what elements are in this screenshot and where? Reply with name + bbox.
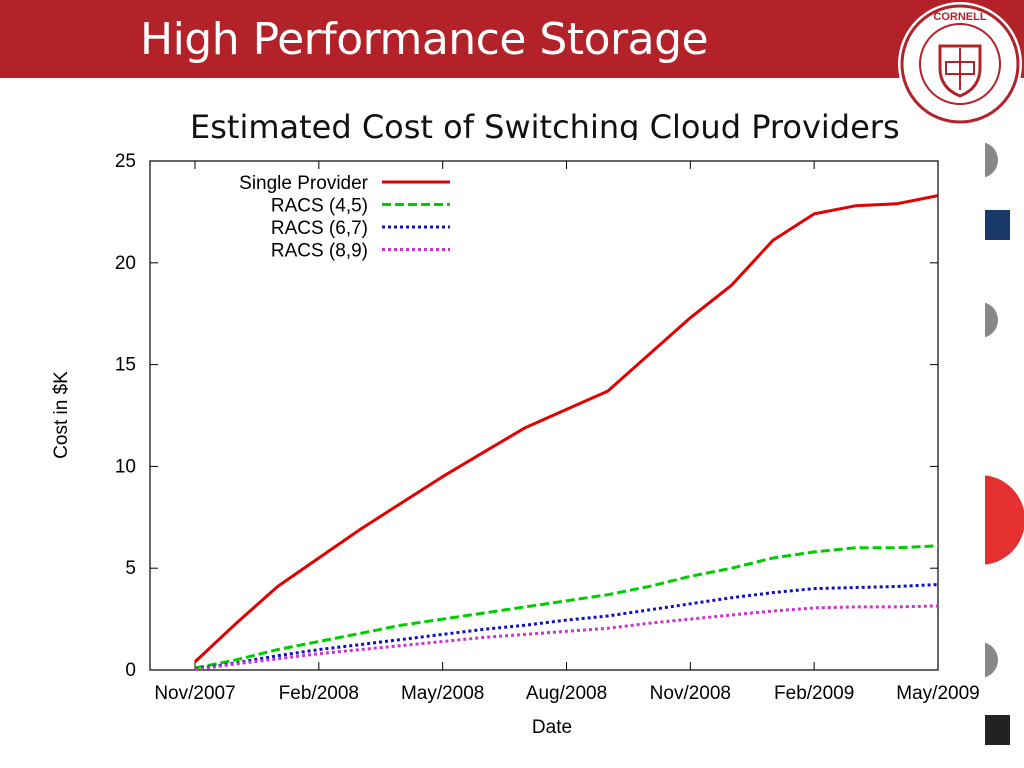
title-bar — [0, 0, 1024, 78]
y-tick-label: 25 — [115, 151, 136, 172]
legend-label: Single Provider — [239, 173, 369, 194]
cornell-seal-logo: CORNELL — [898, 2, 1022, 126]
series-line-single-provider — [193, 194, 939, 663]
series-lines — [193, 194, 939, 672]
x-tick-label: Nov/2008 — [650, 683, 731, 704]
x-tick-label: May/2009 — [896, 683, 979, 704]
y-tick-label: 20 — [115, 253, 136, 274]
x-axis-label: Date — [532, 717, 572, 738]
x-tick-label: May/2008 — [401, 683, 484, 704]
plot-frame — [149, 160, 939, 671]
x-tick-label: Feb/2009 — [774, 683, 854, 704]
legend-label: RACS (6,7) — [271, 218, 368, 239]
y-axis-label: Cost in $K — [51, 371, 72, 459]
x-tick-label: Nov/2007 — [154, 683, 235, 704]
y-ticks: 0 5 10 15 20 25 — [115, 151, 938, 681]
y-tick-label: 15 — [115, 355, 136, 376]
slide-title: High Performance Storage — [140, 14, 709, 65]
series-line-racs-8-9- — [194, 604, 939, 672]
axes — [149, 160, 939, 671]
x-tick-label: Feb/2008 — [279, 683, 359, 704]
series-line-racs-4-5- — [194, 544, 939, 670]
x-tick-label: Aug/2008 — [526, 683, 607, 704]
chart-subtitle: Estimated Cost of Switching Cloud Provid… — [190, 108, 900, 146]
y-tick-label: 5 — [125, 558, 136, 579]
series-line-racs-6-7- — [194, 583, 939, 671]
x-ticks: Nov/2007 Feb/2008 May/2008 Aug/2008 Nov/2008… — [154, 161, 980, 704]
svg-text:CORNELL: CORNELL — [933, 11, 986, 23]
legend-label: RACS (4,5) — [271, 196, 368, 217]
cost-line-chart: 0 5 10 15 20 25 Nov/2007 Feb/2008 May/2008 Aug/2… — [51, 151, 980, 738]
legend-label: RACS (8,9) — [271, 241, 368, 262]
y-tick-label: 0 — [125, 660, 136, 681]
y-tick-label: 10 — [115, 456, 136, 477]
chart-panel: 0 5 10 15 20 25 Nov/2007 Feb/2008 May/2008 Aug/2… — [40, 140, 985, 752]
